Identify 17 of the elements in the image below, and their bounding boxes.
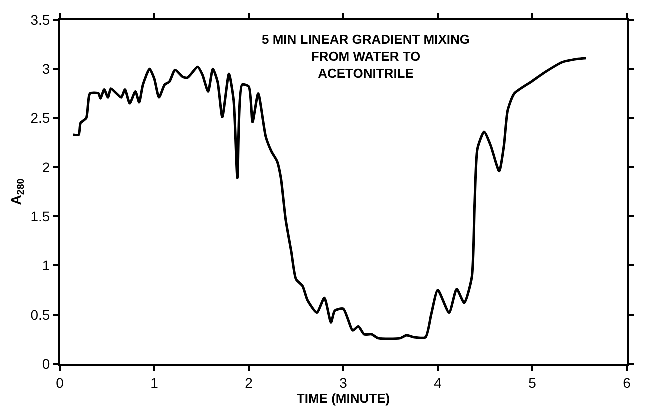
- y-tick-label: 3: [42, 61, 50, 78]
- y-tick-label: 2.5: [30, 110, 50, 126]
- x-tick-label: 0: [56, 374, 64, 391]
- x-tick-label: 6: [623, 374, 632, 391]
- x-tick-label: 4: [434, 374, 442, 391]
- y-tick-label: 3.5: [30, 12, 50, 28]
- x-tick-label: 1: [150, 374, 159, 391]
- y-tick-label: 0.5: [30, 306, 50, 323]
- x-axis-title: TIME (MINUTE): [296, 390, 390, 406]
- y-tick-label: 1.5: [30, 208, 50, 224]
- x-tick-label: 3: [340, 374, 348, 391]
- annotation: 5 MIN LINEAR GRADIENT MIXING FROM WATER TO ACETONITRILE: [262, 32, 470, 81]
- y-tick-label: 0: [42, 356, 50, 372]
- y-tick-label: 1: [42, 258, 50, 274]
- y-tick-label: 2: [42, 159, 50, 176]
- x-tick-label: 2: [245, 374, 254, 391]
- x-tick-label: 5: [528, 374, 537, 391]
